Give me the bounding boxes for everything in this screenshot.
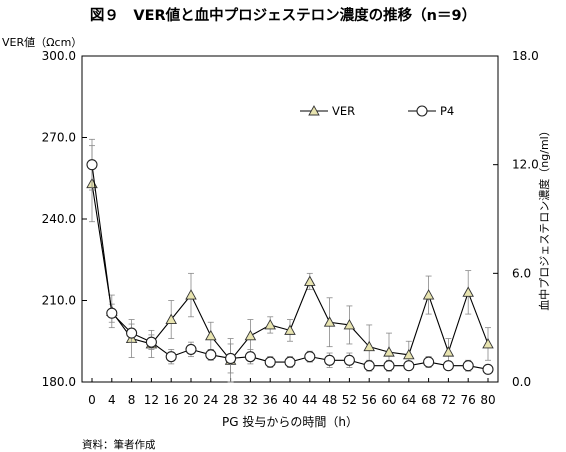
x-tick-label: 32: [243, 393, 258, 407]
x-tick-label: 40: [282, 393, 297, 407]
y-tick-label: 300.0: [42, 49, 76, 63]
source-note: 資料：筆者作成: [82, 438, 156, 451]
data-point: [363, 340, 375, 352]
x-tick-label: 4: [108, 393, 116, 407]
x-axis-label: PG 投与からの時間（h）: [222, 414, 358, 429]
x-tick-label: 64: [401, 393, 416, 407]
y2-tick-label: 0.0: [512, 375, 531, 389]
data-point: [244, 329, 257, 341]
legend: VER P4: [300, 104, 454, 118]
x-tick-label: 36: [263, 393, 278, 407]
data-point: [185, 343, 197, 355]
series-ver: [86, 145, 494, 383]
x-tick-label: 0: [88, 393, 96, 407]
x-tick-label: 8: [128, 393, 136, 407]
y2-tick-label: 12.0: [512, 158, 539, 172]
x-tick-label: 28: [223, 393, 238, 407]
data-point: [284, 356, 296, 368]
data-point: [343, 354, 355, 366]
y-tick-label: 270.0: [42, 131, 76, 145]
legend-marker: [416, 105, 428, 117]
data-point: [225, 352, 237, 365]
data-point: [383, 360, 395, 372]
y2-tick-label: 6.0: [512, 266, 531, 280]
series-p4: [86, 138, 494, 375]
x-tick-label: 12: [144, 393, 159, 407]
chart-title: 図９ VER値と血中プロジェステロン濃度の推移（n＝9）: [90, 6, 476, 24]
legend-label: VER: [332, 104, 355, 118]
y-axis-label: VER値（Ωcm）: [2, 36, 82, 49]
y-tick-label: 240.0: [42, 212, 76, 226]
x-tick-label: 56: [362, 393, 377, 407]
data-point: [165, 351, 177, 363]
data-point: [264, 319, 276, 330]
data-point: [145, 336, 157, 348]
data-point: [423, 356, 435, 368]
data-point: [264, 356, 276, 368]
legend-marker: [308, 105, 320, 116]
data-point: [106, 307, 118, 319]
data-point: [324, 354, 336, 366]
data-point: [482, 363, 494, 375]
data-point: [462, 360, 474, 372]
data-point: [442, 346, 455, 357]
data-point: [126, 327, 138, 339]
x-tick-label: 76: [461, 393, 476, 407]
x-tick-label: 44: [302, 393, 317, 407]
y2-axis-label: 血中プロジェステロン濃度（ng/ml）: [537, 125, 551, 310]
data-point: [205, 349, 217, 361]
data-point: [482, 338, 494, 349]
x-tick-label: 72: [441, 393, 456, 407]
data-point: [383, 346, 395, 357]
x-tick-label: 60: [381, 393, 396, 407]
data-point: [403, 360, 415, 372]
data-point: [165, 313, 177, 324]
data-point: [244, 351, 256, 363]
y2-tick-label: 18.0: [512, 49, 539, 63]
data-point: [403, 348, 415, 360]
x-tick-label: 52: [342, 393, 357, 407]
data-point: [284, 324, 296, 335]
x-tick-label: 20: [183, 393, 198, 407]
y-tick-label: 180.0: [42, 375, 76, 389]
data-point: [442, 360, 454, 372]
x-tick-label: 24: [203, 393, 218, 407]
data-point: [422, 289, 435, 300]
y-tick-label: 210.0: [42, 294, 76, 308]
data-point: [86, 159, 98, 171]
data-point: [323, 316, 336, 327]
data-point: [304, 351, 316, 363]
x-tick-label: 16: [164, 393, 179, 407]
data-point: [205, 329, 217, 341]
data-point: [363, 360, 375, 372]
x-tick-label: 80: [480, 393, 495, 407]
data-point: [343, 319, 356, 330]
data-point: [304, 275, 316, 286]
data-point: [185, 289, 197, 300]
axes: 180.0 210.0 240.0 270.0 300.0 0.0 6.0 12.0 18.0 0…: [42, 49, 539, 407]
x-tick-label: 48: [322, 393, 337, 407]
legend-label: P4: [440, 104, 454, 118]
data-point: [462, 286, 474, 297]
series-layer: [86, 138, 494, 383]
x-tick-label: 68: [421, 393, 436, 407]
